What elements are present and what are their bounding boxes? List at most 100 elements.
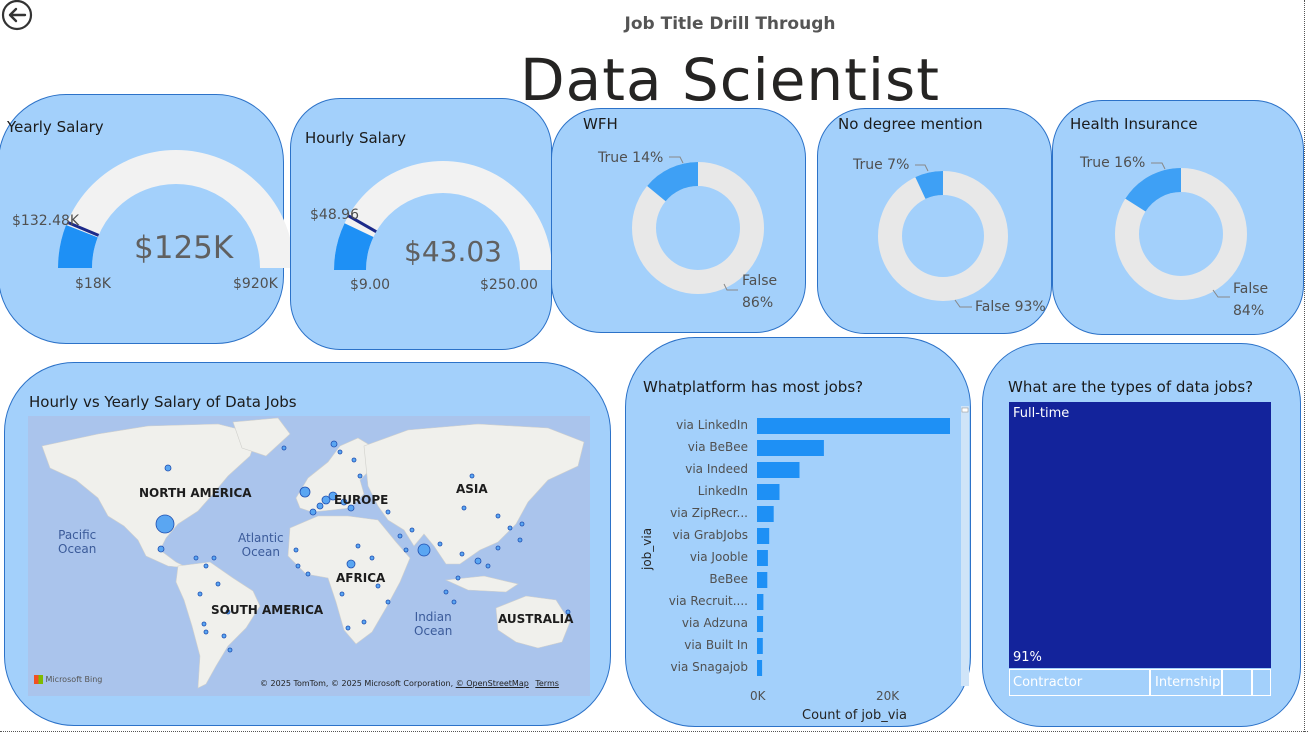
map-bubble[interactable] bbox=[519, 521, 525, 527]
bar[interactable] bbox=[757, 572, 768, 588]
gauge-min-label: $9.00 bbox=[350, 277, 391, 293]
bar[interactable] bbox=[757, 528, 770, 544]
treemap-internship[interactable] bbox=[1150, 669, 1222, 696]
map-bubble[interactable] bbox=[203, 629, 209, 635]
ocean-label: Indian Ocean bbox=[414, 610, 453, 638]
map-bubble[interactable] bbox=[211, 555, 217, 561]
bar-category-label: via Recruit.... bbox=[668, 594, 748, 608]
map-bubble[interactable] bbox=[565, 609, 571, 615]
greenland-shape bbox=[232, 417, 291, 457]
map-bubble[interactable] bbox=[295, 563, 301, 569]
map-bubble[interactable] bbox=[281, 445, 287, 451]
map-bubble[interactable] bbox=[347, 504, 355, 512]
treemap-tile-other[interactable] bbox=[1252, 669, 1271, 696]
bar[interactable] bbox=[757, 638, 763, 654]
x-tick-label: 20K bbox=[876, 689, 900, 703]
bar[interactable] bbox=[757, 484, 780, 500]
map-bubble[interactable] bbox=[346, 559, 356, 569]
x-tick-label: 0K bbox=[750, 689, 766, 703]
map-bubble[interactable] bbox=[455, 575, 461, 581]
map-bubble[interactable] bbox=[227, 647, 233, 653]
map-bubble[interactable] bbox=[309, 508, 317, 516]
map-bubble[interactable] bbox=[299, 486, 311, 498]
map-bubble[interactable] bbox=[225, 609, 231, 615]
map-bubble[interactable] bbox=[461, 505, 467, 511]
yearly-salary-card[interactable] bbox=[0, 94, 284, 344]
platforms-card[interactable] bbox=[625, 337, 971, 727]
map-bubble[interactable] bbox=[221, 633, 227, 639]
map-bubble[interactable] bbox=[351, 457, 357, 463]
map-bubble[interactable] bbox=[316, 502, 324, 510]
map-bubble[interactable] bbox=[157, 545, 165, 553]
map-bubble[interactable] bbox=[340, 498, 348, 506]
map-bubble[interactable] bbox=[485, 563, 491, 569]
map-bubble[interactable] bbox=[517, 537, 523, 543]
bar-category-label: via Indeed bbox=[685, 462, 748, 476]
donut-leader-line bbox=[1151, 162, 1166, 170]
bar-category-label: BeBee bbox=[709, 572, 748, 586]
map-bubble[interactable] bbox=[451, 599, 457, 605]
bar[interactable] bbox=[757, 462, 800, 478]
map-bubble[interactable] bbox=[203, 563, 209, 569]
donut-false-pct: 84% bbox=[1233, 303, 1265, 319]
map-bubble[interactable] bbox=[385, 509, 391, 515]
map-bubble[interactable] bbox=[345, 625, 351, 631]
bar[interactable] bbox=[757, 440, 824, 456]
map-bubble[interactable] bbox=[215, 581, 221, 587]
map-bubble[interactable] bbox=[328, 491, 338, 501]
map-bubble[interactable] bbox=[474, 557, 482, 565]
map-bubble[interactable] bbox=[385, 599, 391, 605]
map-bubble[interactable] bbox=[375, 583, 381, 589]
map-bubble[interactable] bbox=[339, 591, 345, 597]
treemap-tile-other[interactable] bbox=[1222, 669, 1252, 696]
treemap-full-time[interactable] bbox=[1009, 402, 1271, 668]
continent-label: NORTH AMERICA bbox=[139, 486, 252, 500]
map-bubble[interactable] bbox=[321, 495, 331, 505]
africa-shape bbox=[287, 515, 411, 645]
map-bubble[interactable] bbox=[417, 543, 431, 557]
back-arrow-icon[interactable] bbox=[1, 0, 34, 32]
treemap-contractor[interactable] bbox=[1009, 669, 1150, 696]
map-bubble[interactable] bbox=[403, 547, 409, 553]
bar[interactable] bbox=[757, 660, 763, 676]
world-map-land bbox=[41, 417, 585, 689]
bar[interactable] bbox=[757, 506, 774, 522]
map-bubble[interactable] bbox=[164, 464, 172, 472]
map-bubble[interactable] bbox=[197, 591, 203, 597]
map-bubble[interactable] bbox=[369, 555, 375, 561]
bing-logo: Microsoft Bing bbox=[34, 675, 102, 684]
map-bubble[interactable] bbox=[495, 513, 501, 519]
map-bubble[interactable] bbox=[397, 533, 403, 539]
map-bubble[interactable] bbox=[293, 547, 299, 553]
bar[interactable] bbox=[757, 616, 764, 632]
map-bubble[interactable] bbox=[443, 589, 449, 595]
map-bubble[interactable] bbox=[507, 525, 513, 531]
map-bubble[interactable] bbox=[193, 555, 199, 561]
map-bubble[interactable] bbox=[409, 527, 415, 533]
terms-link[interactable]: Terms bbox=[535, 679, 559, 688]
world-map[interactable]: NORTH AMERICA EUROPE ASIA AFRICA SOUTH A… bbox=[28, 416, 590, 696]
gauge-fill bbox=[57, 225, 98, 269]
map-bubble[interactable] bbox=[495, 545, 501, 551]
donut-leader-line bbox=[1212, 289, 1230, 298]
map-bubble[interactable] bbox=[357, 473, 363, 479]
scrollbar-track bbox=[961, 406, 969, 686]
donut-leader-line bbox=[669, 156, 684, 164]
map-bubble[interactable] bbox=[201, 621, 207, 627]
map-bubble[interactable] bbox=[337, 449, 343, 455]
map-bubble[interactable] bbox=[361, 619, 367, 625]
map-bubble[interactable] bbox=[437, 541, 443, 547]
bar[interactable] bbox=[757, 550, 768, 566]
map-bubble[interactable] bbox=[469, 473, 475, 479]
bar[interactable] bbox=[757, 594, 764, 610]
map-bubble[interactable] bbox=[355, 543, 361, 549]
map-bubble[interactable] bbox=[155, 514, 175, 534]
map-bubble[interactable] bbox=[459, 551, 465, 557]
osm-link[interactable]: © OpenStreetMap bbox=[455, 679, 529, 688]
gauge-target-marker bbox=[66, 220, 100, 237]
bar[interactable] bbox=[757, 418, 950, 434]
map-bubble[interactable] bbox=[330, 440, 338, 448]
map-bubble[interactable] bbox=[305, 571, 311, 577]
